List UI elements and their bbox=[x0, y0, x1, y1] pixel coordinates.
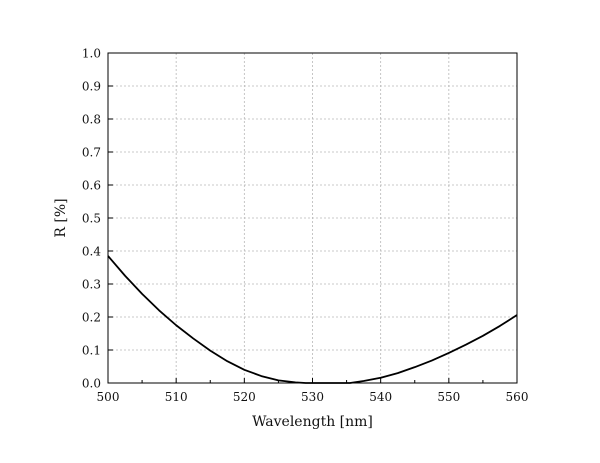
ticks bbox=[107, 52, 518, 384]
y-tick-label: 0.5 bbox=[82, 212, 101, 226]
tick-labels: 500 510 520 530 540 550 560 0.0 0.1 0.2 0.3 0.4 0.5 0… bbox=[82, 47, 529, 405]
y-tick-label: 0.3 bbox=[82, 278, 101, 292]
y-tick-label: 0.2 bbox=[82, 311, 101, 325]
x-tick-label: 510 bbox=[165, 390, 188, 404]
y-tick-label: 0.4 bbox=[82, 245, 101, 259]
x-tick-label: 560 bbox=[506, 390, 529, 404]
x-tick-label: 500 bbox=[97, 390, 120, 404]
grid bbox=[108, 53, 517, 383]
x-tick-label: 530 bbox=[301, 390, 324, 404]
x-axis-title: Wavelength [nm] bbox=[252, 414, 373, 430]
series-line-0 bbox=[107, 255, 518, 384]
y-tick-label: 0.9 bbox=[82, 80, 101, 94]
y-tick-label: 0.8 bbox=[82, 113, 101, 127]
y-tick-label: 0.0 bbox=[82, 377, 101, 391]
y-tick-label: 1.0 bbox=[82, 47, 101, 61]
series-layer bbox=[107, 255, 518, 384]
y-tick-label: 0.6 bbox=[82, 179, 101, 193]
y-axis-title: R [%] bbox=[53, 198, 69, 237]
x-tick-label: 540 bbox=[369, 390, 392, 404]
x-tick-label: 520 bbox=[233, 390, 256, 404]
x-tick-label: 550 bbox=[437, 390, 460, 404]
y-tick-label: 0.1 bbox=[82, 344, 101, 358]
y-tick-label: 0.7 bbox=[82, 146, 101, 160]
